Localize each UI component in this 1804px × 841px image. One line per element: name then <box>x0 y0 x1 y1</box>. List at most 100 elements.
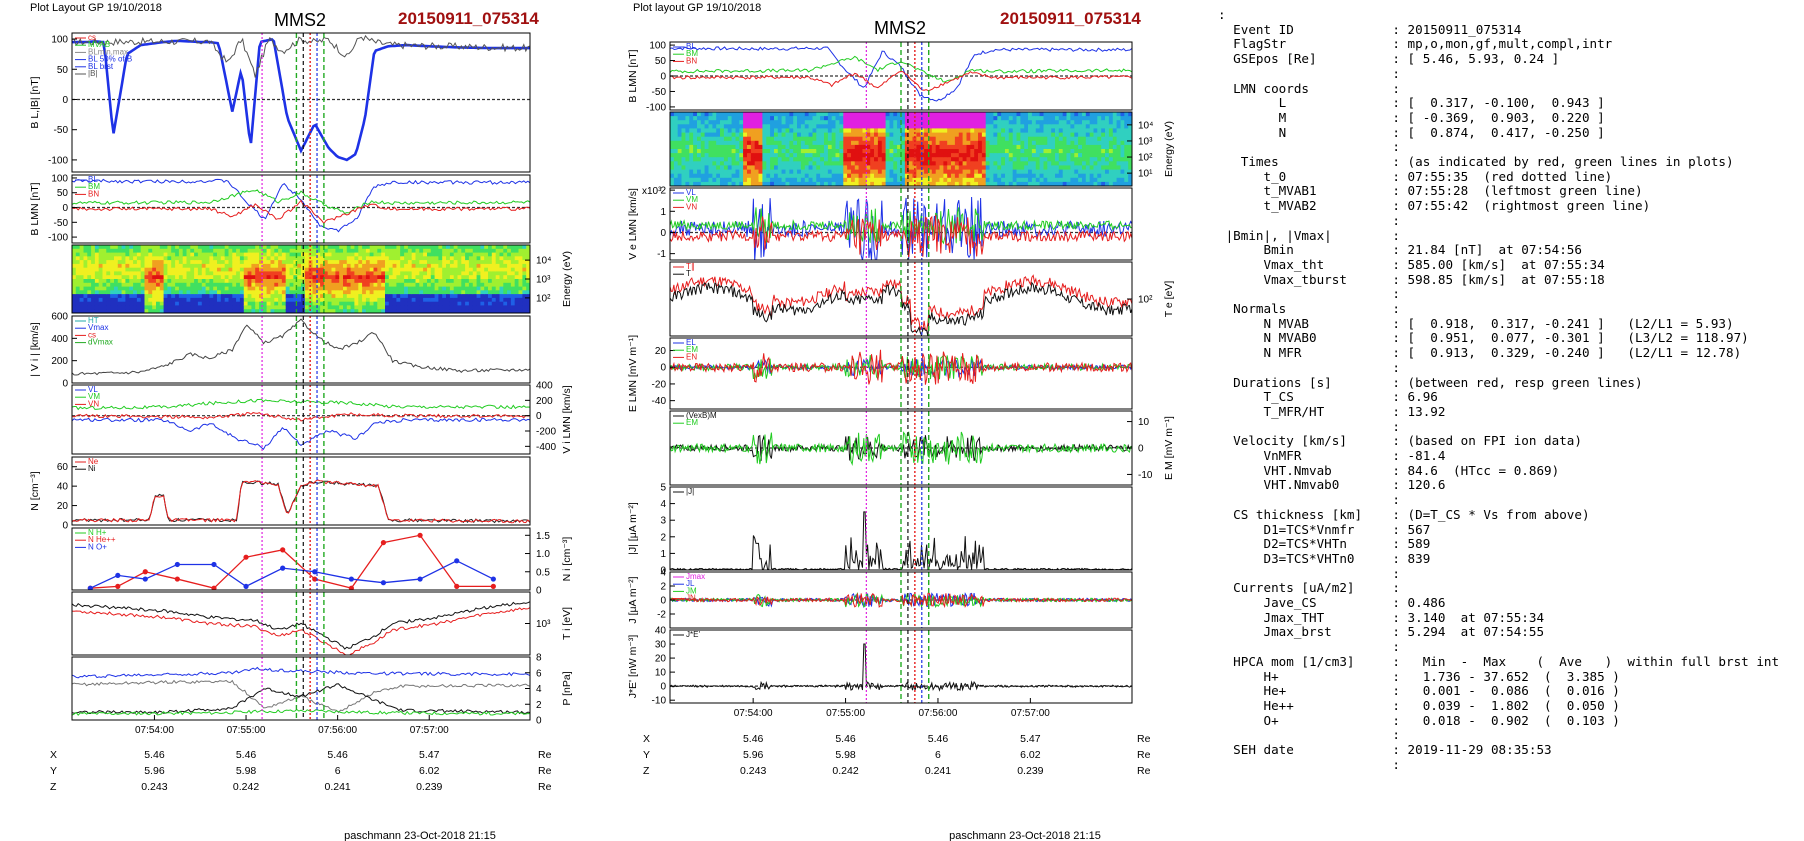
y-tick-label: 400 <box>536 381 553 392</box>
spectrogram-cell <box>708 161 713 166</box>
spectrogram-cell <box>83 248 88 254</box>
legend-entry: Jmax <box>686 572 705 581</box>
spectrogram-cell <box>438 301 443 307</box>
spectrogram-cell <box>430 290 436 295</box>
spectrogram-cell <box>133 263 138 269</box>
spectrogram-cell <box>1020 136 1025 142</box>
spectrogram-cell <box>175 282 180 288</box>
y-tick-label: 20 <box>655 654 667 665</box>
spectrogram-cell <box>102 256 107 261</box>
spectrogram-cell <box>98 256 104 261</box>
spectrogram-cell <box>312 305 317 310</box>
spectrogram-cell <box>297 275 302 280</box>
spectrogram-cell <box>862 136 867 142</box>
spectrogram-cell <box>889 136 894 142</box>
spectrogram-cell <box>239 297 245 303</box>
spectrogram-cell <box>201 263 207 269</box>
data-point <box>490 583 496 589</box>
spectrogram-cell <box>266 271 271 276</box>
spectrogram-cell <box>916 161 921 166</box>
spectrogram-cell <box>827 181 833 186</box>
spectrogram-cell <box>1001 177 1006 183</box>
spectrogram-cell <box>1124 165 1129 171</box>
spectrogram-cell <box>1008 161 1014 166</box>
spectrogram-cell <box>243 282 249 288</box>
spectrogram-cell <box>1024 165 1029 171</box>
spectrogram-cell <box>411 286 417 291</box>
spectrogram-cell <box>785 128 790 134</box>
y-tick-label: 10 <box>655 668 667 679</box>
spectrogram-cell <box>877 173 883 179</box>
spectrogram-cell <box>820 165 825 171</box>
spectrogram-cell <box>916 136 921 142</box>
spectrogram-cell <box>908 136 914 142</box>
spectrogram-cell <box>125 248 130 254</box>
spectrogram-cell <box>518 275 523 280</box>
spectrogram-cell <box>1116 169 1122 175</box>
panel-frame <box>669 629 1133 704</box>
spectrogram-cell <box>758 116 763 121</box>
spectrogram-cell <box>1047 140 1052 146</box>
spectrogram-cell <box>689 120 694 125</box>
spectrogram-cell <box>839 157 844 162</box>
spectrogram-cell <box>866 169 871 175</box>
spectrogram-cell <box>712 165 717 171</box>
spectrogram-cell <box>316 248 321 254</box>
spectrogram-cell <box>812 153 817 158</box>
spectrogram-cell <box>495 309 501 313</box>
spectrogram-cell <box>140 260 146 265</box>
spectrogram-cell <box>87 275 92 280</box>
spectrogram-cell <box>369 267 375 273</box>
spectrogram-cell <box>415 297 420 303</box>
spectrogram-cell <box>970 173 975 179</box>
spectrogram-cell <box>889 157 894 162</box>
spectrogram-cell <box>136 267 142 273</box>
spectrogram-cell <box>438 260 443 265</box>
spectrogram-cell <box>323 256 329 261</box>
spectrogram-cell <box>747 157 752 162</box>
data-point <box>312 569 318 575</box>
spectrogram-cell <box>704 132 710 138</box>
spectrogram-cell <box>1035 144 1041 150</box>
plot-figures: Plot Layout GP 19/10/2018 MMS2 20150911_… <box>29 2 1175 841</box>
spectrogram-cell <box>484 267 489 273</box>
spectrogram-cell <box>966 136 971 142</box>
spectrogram-cell <box>503 290 508 295</box>
spectrogram-cell <box>1043 181 1048 186</box>
spectrogram-cell <box>262 252 268 257</box>
spectrogram-cell <box>1105 181 1110 186</box>
spectrogram-cell <box>472 263 478 269</box>
spectrogram-cell <box>839 165 844 171</box>
spectrogram-cell <box>920 144 925 150</box>
ephemeris-value: 5.98 <box>835 749 856 761</box>
x-tick-label: 07:56:00 <box>918 708 957 719</box>
spectrogram-cell <box>278 260 283 265</box>
spectrogram-cell <box>472 260 478 265</box>
spectrogram-cell <box>243 301 249 307</box>
spectrogram-cell <box>220 267 226 273</box>
spectrogram-cell <box>723 165 729 171</box>
spectrogram-cell <box>285 245 291 250</box>
spectrogram-cell <box>274 275 279 280</box>
spectrogram-cell <box>812 181 817 186</box>
spectrogram-cell <box>495 279 501 284</box>
spectrogram-cell <box>1128 124 1132 129</box>
spectrogram-cell <box>331 282 336 288</box>
spectrogram-cell <box>476 260 481 265</box>
spectrogram-cell <box>1016 120 1021 125</box>
spectrogram-cell <box>110 294 115 299</box>
spectrogram-cell <box>989 112 994 117</box>
spectrogram-cell <box>289 275 294 280</box>
spectrogram-cell <box>993 181 998 186</box>
spectrogram-cell <box>685 165 690 171</box>
spectrogram-cell <box>121 286 126 291</box>
spectrogram-cell <box>1062 132 1068 138</box>
spectrogram-cell <box>758 153 763 158</box>
spectrogram-cell <box>1101 177 1106 183</box>
spectrogram-cell <box>743 153 748 158</box>
spectrogram-cell <box>685 136 690 142</box>
spectrogram-cell <box>1012 144 1018 150</box>
spectrogram-cell <box>140 267 146 273</box>
spectrogram-cell <box>851 132 856 138</box>
spectrogram-cell <box>962 144 968 150</box>
